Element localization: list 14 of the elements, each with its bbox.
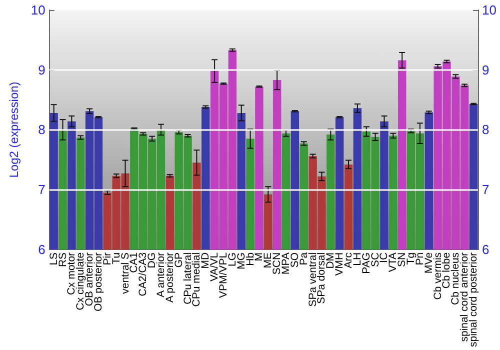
x-tick-label: spinal cord posterior [468, 252, 480, 347]
y2-tick-label: 8 [482, 122, 490, 138]
y2-tick-label: 6 [482, 242, 490, 257]
y2-tick-label: 10 [482, 2, 496, 18]
y-tick-label: 9 [38, 62, 46, 78]
x-tick-label: MVe [422, 252, 435, 274]
y-tick-label: 8 [38, 122, 46, 138]
y2-tick-label: 7 [482, 182, 490, 198]
y-tick-label: 6 [38, 242, 46, 257]
y-axis-title: Log2 (expression) [7, 82, 21, 178]
x-tick-label: Tg [405, 252, 418, 265]
y-tick-label: 10 [30, 2, 46, 18]
y2-tick-label: 9 [482, 62, 490, 78]
y-tick-label: 7 [38, 182, 46, 198]
